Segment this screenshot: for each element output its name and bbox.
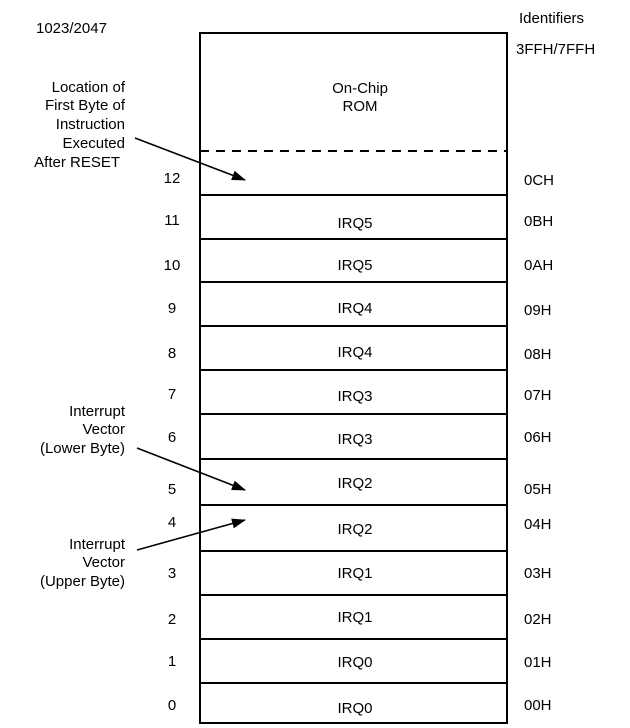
row-identifier: 05H xyxy=(524,481,552,498)
row-identifier: 09H xyxy=(524,302,552,319)
row-addr: 9 xyxy=(167,300,177,317)
row-identifier: 07H xyxy=(524,387,552,404)
row-identifier: 08H xyxy=(524,346,552,363)
row-label: IRQ4 xyxy=(337,344,373,361)
row-label: IRQ5 xyxy=(337,257,373,274)
row-label: IRQ2 xyxy=(337,521,373,538)
row-identifier: 02H xyxy=(524,611,552,628)
row-addr: 3 xyxy=(167,565,177,582)
row-label: IRQ4 xyxy=(337,300,373,317)
upper-annotation-line: Interrupt xyxy=(69,536,125,553)
row-identifier: 0AH xyxy=(524,257,554,274)
upper-annotation-line: Vector xyxy=(82,554,125,571)
lower-annotation-line: Vector xyxy=(82,421,125,438)
row-addr: 1 xyxy=(167,653,177,670)
row-addr: 2 xyxy=(167,611,177,628)
row-label: IRQ2 xyxy=(337,475,373,492)
row-addr: 12 xyxy=(163,170,181,187)
lower-annotation-line: (Lower Byte) xyxy=(39,440,125,457)
top-identifier: 3FFH/7FFH xyxy=(516,41,596,58)
reset-annotation-line: Instruction xyxy=(55,116,125,133)
row-label: IRQ0 xyxy=(337,700,373,717)
lower-annotation-line: Interrupt xyxy=(69,403,125,420)
row-identifier: 0BH xyxy=(524,213,554,230)
row-identifier: 04H xyxy=(524,516,552,533)
row-label: IRQ0 xyxy=(337,654,373,671)
row-addr: 6 xyxy=(167,429,177,446)
row-label: IRQ1 xyxy=(337,565,373,582)
lower-byte-pointer-arrow xyxy=(136,447,246,491)
row-label: IRQ5 xyxy=(337,215,373,232)
rom-label-line2: ROM xyxy=(342,98,378,115)
row-identifier: 06H xyxy=(524,429,552,446)
top-address-label: 1023/2047 xyxy=(36,20,107,37)
row-addr: 11 xyxy=(164,212,180,229)
row-dividers xyxy=(200,194,507,684)
upper-annotation-line: (Upper Byte) xyxy=(39,573,125,590)
memory-box xyxy=(199,32,508,724)
row-addr: 5 xyxy=(167,481,177,498)
row-label: IRQ1 xyxy=(337,609,373,626)
row-label: IRQ3 xyxy=(337,431,373,448)
reset-annotation-line: Location of xyxy=(51,79,125,96)
rom-label-line1: On-Chip xyxy=(332,80,388,97)
reset-annotation-line: Executed xyxy=(62,135,125,152)
row-addr: 7 xyxy=(167,386,177,403)
upper-byte-pointer-arrow xyxy=(136,518,246,551)
row-addr: 4 xyxy=(167,514,177,531)
row-addr: 10 xyxy=(163,257,181,274)
reset-annotation-line: First Byte of xyxy=(44,97,125,114)
row-identifier: 00H xyxy=(524,697,552,714)
row-identifier: 0CH xyxy=(524,172,555,189)
reset-pointer-arrow xyxy=(134,137,246,181)
identifiers-header: Identifiers xyxy=(519,10,585,27)
row-identifier: 03H xyxy=(524,565,552,582)
row-label: IRQ3 xyxy=(337,388,373,405)
row-identifier: 01H xyxy=(524,654,552,671)
row-addr: 8 xyxy=(167,345,177,362)
row-addr: 0 xyxy=(167,697,177,714)
reset-annotation-line: After RESET xyxy=(34,154,120,171)
